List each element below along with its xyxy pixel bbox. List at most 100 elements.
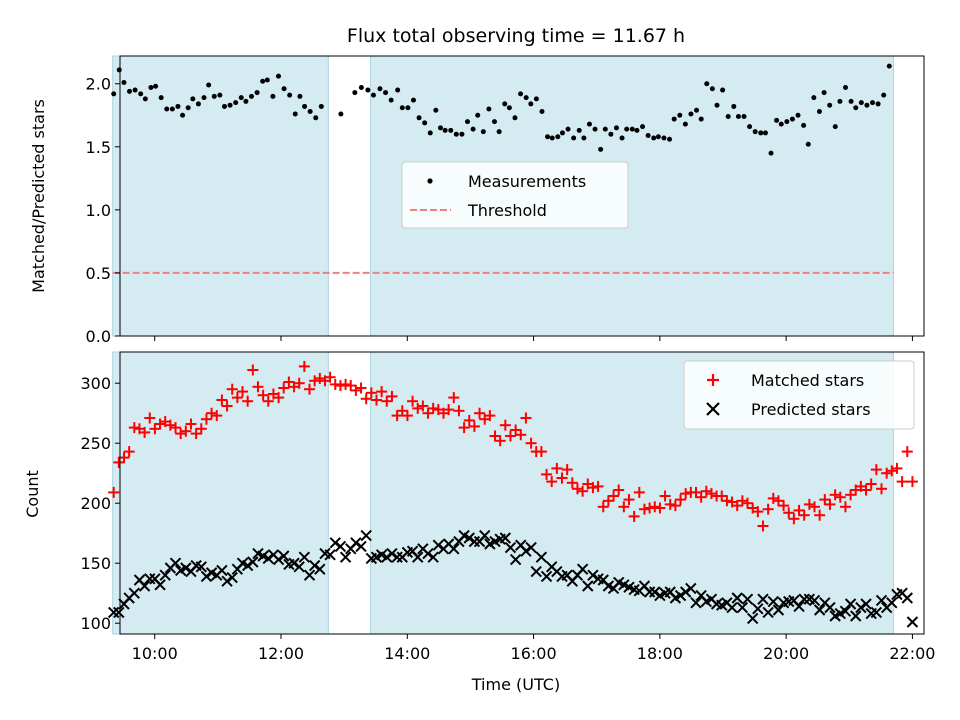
measurement-point: [254, 90, 260, 96]
matched-star-point: [721, 495, 733, 507]
legend-matched-label: Matched stars: [751, 371, 864, 390]
measurement-point: [811, 95, 817, 101]
matched-star-point: [541, 468, 553, 480]
measurement-point: [243, 98, 249, 104]
predicted-star-point: [679, 586, 692, 598]
measurement-point: [592, 126, 598, 132]
measurement-point: [175, 103, 181, 109]
measurement-point: [704, 81, 710, 87]
measurement-point: [735, 114, 741, 120]
matched-star-point: [845, 489, 857, 501]
measurement-point: [442, 127, 448, 133]
bottom-axes-frame: [119, 351, 925, 635]
predicted-star-point: [741, 593, 754, 605]
predicted-star-point: [427, 551, 439, 563]
matched-star-point: [886, 465, 898, 477]
matched-star-point: [149, 423, 161, 435]
matched-star-point: [870, 464, 882, 476]
measurement-point: [720, 87, 726, 93]
measurement-point: [180, 112, 186, 118]
matched-star-point: [242, 395, 254, 407]
measurement-point: [805, 141, 811, 147]
measurement-point: [427, 130, 433, 136]
predicted-star-point: [509, 553, 522, 566]
measurement-point: [598, 146, 604, 152]
measurement-point: [448, 127, 454, 133]
matched-star-point: [571, 483, 583, 495]
matched-star-point: [453, 405, 465, 417]
matched-star-point: [803, 498, 815, 510]
measurement-point: [774, 117, 780, 123]
matched-star-point: [370, 394, 382, 406]
matched-star-point: [896, 476, 908, 488]
measurement-point: [539, 108, 545, 114]
predicted-star-point: [767, 595, 779, 608]
measurement-point: [506, 105, 512, 111]
predicted-star-point: [726, 601, 738, 614]
matched-star-point: [365, 387, 377, 399]
matched-star-point: [881, 467, 893, 479]
matched-star-point: [190, 428, 202, 440]
matched-star-point: [695, 491, 707, 503]
measurement-point: [559, 130, 565, 136]
matched-star-point: [597, 501, 609, 513]
predicted-star-point: [824, 601, 836, 614]
measurement-point: [655, 134, 661, 140]
measurement-point: [365, 87, 371, 93]
measurement-point: [297, 93, 303, 99]
matched-star-point: [324, 371, 336, 383]
predicted-star-point: [875, 594, 888, 607]
measurement-point: [292, 111, 298, 117]
bottom-legend-box: [683, 360, 915, 430]
y-tick-label: 1.0: [86, 201, 111, 220]
matched-star-point: [633, 486, 645, 498]
measurement-point: [453, 131, 459, 137]
matched-star-point: [463, 414, 475, 426]
predicted-star-point: [468, 535, 481, 548]
measurement-point: [549, 135, 555, 141]
shaded-interval-1: [112, 351, 329, 635]
predicted-star-point: [520, 545, 532, 557]
measurement-point: [201, 95, 207, 101]
matched-star-point: [494, 435, 506, 447]
measurement-point: [302, 103, 308, 109]
predicted-star-point: [525, 541, 537, 554]
predicted-star-point: [241, 559, 254, 572]
matched-star-point: [669, 500, 681, 512]
measurement-point: [714, 102, 720, 108]
matched-star-point: [376, 386, 388, 398]
measurement-point: [496, 129, 502, 135]
measurement-point: [848, 98, 854, 104]
matched-star-point: [329, 378, 341, 390]
measurement-point: [470, 126, 476, 132]
measurement-point: [555, 134, 561, 140]
measurement-point: [338, 111, 344, 117]
measurement-point: [667, 136, 673, 142]
predicted-star-point: [314, 563, 326, 575]
matched-star-point: [128, 422, 140, 434]
y-tick-label: 1.5: [86, 138, 111, 157]
matched-star-point: [504, 430, 516, 442]
matched-star-point: [340, 378, 352, 390]
measurement-point: [640, 124, 646, 130]
matched-star-point: [237, 386, 249, 398]
predicted-star-point: [752, 603, 764, 615]
matched-star-point: [829, 489, 841, 501]
predicted-star-point: [649, 586, 661, 598]
measurement-point: [731, 103, 737, 109]
matched-star-point: [865, 478, 877, 490]
matched-star-point: [164, 419, 176, 431]
measurement-point: [694, 107, 700, 113]
predicted-star-point: [324, 549, 336, 561]
predicted-star-point: [757, 593, 769, 605]
measurement-point: [576, 127, 582, 133]
predicted-star-point: [350, 537, 362, 549]
top-y-axis-label: Matched/Predicted stars: [29, 99, 48, 293]
predicted-star-point: [128, 587, 141, 599]
matched-star-point: [262, 395, 274, 407]
measurement-point: [837, 98, 843, 104]
bottom-x-ticks: 10:00 12:00 14:00 16:00 18:00 20:00 22:00: [132, 634, 935, 663]
predicted-star-point: [278, 550, 290, 562]
legend-measurements-label: Measurements: [468, 172, 586, 191]
bottom-panel: 10:00 12:00 14:00 16:00 18:00 20:00 22:00 1001…: [23, 351, 935, 694]
